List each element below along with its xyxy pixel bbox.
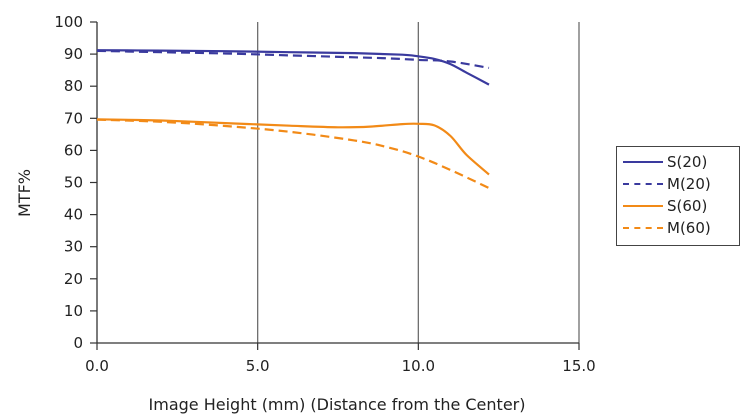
y-tick-label: 20 bbox=[64, 270, 83, 288]
legend-swatch bbox=[623, 161, 663, 163]
y-tick-label: 50 bbox=[64, 174, 83, 192]
series-line-s-60 bbox=[96, 118, 490, 176]
y-axis-label: MTF% bbox=[15, 169, 34, 217]
x-tick-label: 5.0 bbox=[246, 357, 270, 375]
legend-swatch bbox=[623, 183, 663, 185]
legend-label: S(20) bbox=[667, 153, 708, 171]
legend-item: M(20) bbox=[623, 174, 711, 194]
legend-item: M(60) bbox=[623, 218, 711, 238]
y-tick-label: 30 bbox=[64, 238, 83, 256]
chart-legend: S(20) M(20) S(60) M(60) bbox=[616, 146, 740, 246]
series-line-m-60 bbox=[96, 118, 490, 189]
legend-label: M(20) bbox=[667, 175, 711, 193]
series-lines bbox=[96, 49, 490, 189]
y-tick-label: 40 bbox=[64, 206, 83, 224]
legend-swatch bbox=[623, 205, 663, 207]
y-tick-label: 0 bbox=[73, 334, 83, 352]
legend-label: M(60) bbox=[667, 219, 711, 237]
x-axis-label: Image Height (mm) (Distance from the Cen… bbox=[149, 395, 526, 414]
x-tick-label: 15.0 bbox=[562, 357, 595, 375]
y-tick-label: 80 bbox=[64, 77, 83, 95]
axes bbox=[90, 21, 580, 350]
y-tick-label: 10 bbox=[64, 302, 83, 320]
legend-item: S(60) bbox=[623, 196, 707, 216]
y-tick-label: 90 bbox=[64, 45, 83, 63]
legend-item: S(20) bbox=[623, 152, 707, 172]
grid-lines bbox=[257, 22, 580, 343]
y-tick-label: 100 bbox=[54, 13, 83, 31]
series-line-m-20 bbox=[96, 49, 490, 69]
tick-labels: 0 10 20 30 40 50 60 70 80 90 100 0.0 5.0 10.0 15.0 bbox=[54, 13, 595, 375]
x-tick-label: 10.0 bbox=[402, 357, 435, 375]
x-tick-label: 0.0 bbox=[85, 357, 109, 375]
legend-label: S(60) bbox=[667, 197, 708, 215]
series-line-s-20 bbox=[96, 49, 490, 86]
legend-swatch bbox=[623, 227, 663, 229]
y-tick-label: 60 bbox=[64, 141, 83, 159]
y-tick-label: 70 bbox=[64, 109, 83, 127]
